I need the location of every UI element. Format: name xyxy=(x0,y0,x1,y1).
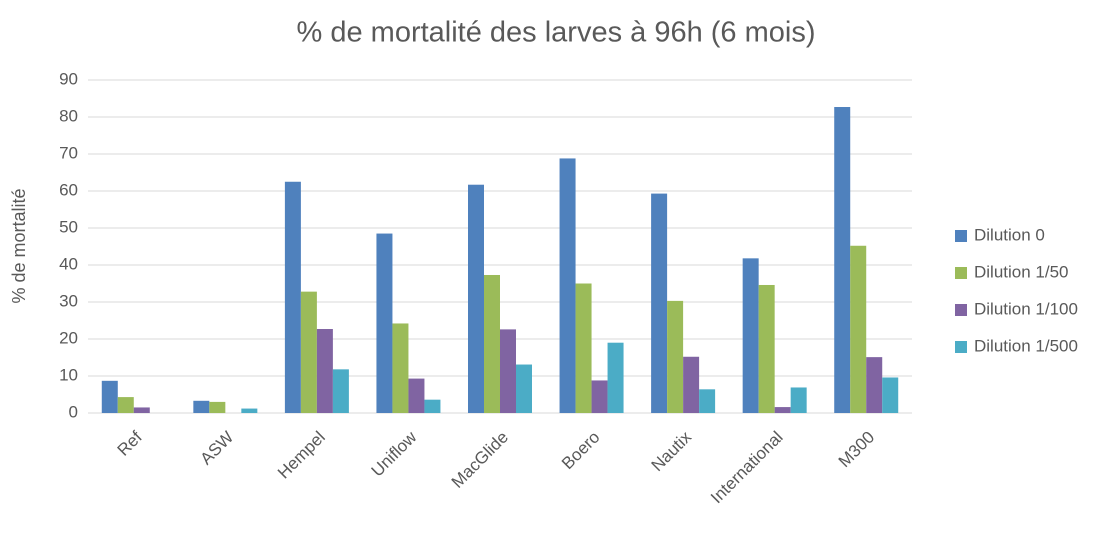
bar xyxy=(376,233,393,413)
bar xyxy=(500,329,516,413)
chart-title: % de mortalité des larves à 96h (6 mois) xyxy=(297,17,816,49)
bar xyxy=(133,407,150,413)
y-tick-label: 30 xyxy=(59,291,78,310)
y-tick-label: 80 xyxy=(59,106,78,125)
y-tick-label: 50 xyxy=(59,217,78,236)
legend-swatch xyxy=(955,341,967,353)
bar xyxy=(850,245,867,413)
legend-label: Dilution 1/100 xyxy=(974,299,1078,318)
bar xyxy=(424,399,441,413)
x-tick-label: Nautix xyxy=(648,427,696,475)
x-tick-label: ASW xyxy=(197,428,238,469)
bar xyxy=(699,389,716,413)
legend-swatch xyxy=(955,267,967,279)
bar xyxy=(683,356,700,413)
bar xyxy=(882,377,899,413)
y-tick-label: 90 xyxy=(59,69,78,88)
bar xyxy=(392,323,409,413)
legend-label: Dilution 1/500 xyxy=(974,336,1078,355)
x-tick-label: International xyxy=(707,428,787,508)
x-tick-label: M300 xyxy=(835,428,879,472)
bar xyxy=(758,284,775,413)
bar xyxy=(575,283,592,413)
bar xyxy=(408,378,425,413)
bar xyxy=(300,291,317,413)
bar xyxy=(193,400,210,413)
bar xyxy=(834,107,851,413)
bar xyxy=(117,397,134,413)
legend-label: Dilution 0 xyxy=(974,225,1045,244)
bar xyxy=(284,181,301,413)
bar xyxy=(866,357,883,413)
bar xyxy=(101,380,118,413)
y-tick-label: 40 xyxy=(59,254,78,273)
bar xyxy=(774,407,791,413)
bar xyxy=(667,300,684,413)
legend-swatch xyxy=(955,230,967,242)
bar xyxy=(651,193,668,413)
bar xyxy=(516,364,532,413)
bar xyxy=(316,329,333,413)
bar xyxy=(241,408,258,413)
bar xyxy=(790,387,807,413)
x-tick-label: Boero xyxy=(558,428,604,474)
x-tick-label: Hempel xyxy=(274,428,329,483)
bar xyxy=(484,274,500,413)
bar xyxy=(607,342,624,413)
y-tick-label: 10 xyxy=(59,365,78,384)
bar xyxy=(209,401,226,413)
y-tick-label: 20 xyxy=(59,328,78,347)
legend-swatch xyxy=(955,304,967,316)
x-tick-label: Uniflow xyxy=(368,427,421,480)
legend-label: Dilution 1/50 xyxy=(974,262,1069,281)
bar xyxy=(468,184,484,413)
bar xyxy=(332,369,349,413)
y-axis-label: % de mortalité xyxy=(9,188,29,303)
y-tick-label: 60 xyxy=(59,180,78,199)
y-tick-label: 70 xyxy=(59,143,78,162)
bar xyxy=(591,380,608,413)
bar xyxy=(742,258,759,413)
y-tick-label: 0 xyxy=(69,402,78,421)
x-tick-label: Ref xyxy=(114,427,146,459)
x-tick-label: MacGlide xyxy=(448,428,512,492)
bar xyxy=(559,158,576,413)
